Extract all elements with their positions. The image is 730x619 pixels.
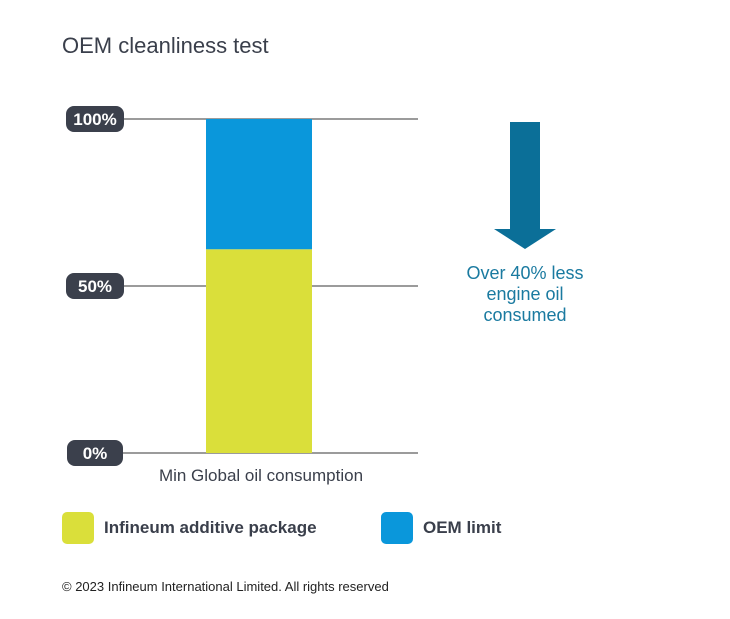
- y-tick-badge: [66, 273, 124, 299]
- legend-item-infineum: Infineum additive package: [62, 512, 317, 544]
- legend-swatch-infineum: [62, 512, 94, 544]
- down-arrow-icon: [494, 122, 556, 249]
- legend-label-infineum: Infineum additive package: [104, 518, 317, 537]
- bar-segment-oem: [206, 119, 312, 250]
- y-tick-badge: [66, 106, 124, 132]
- legend-label-oem: OEM limit: [423, 518, 502, 537]
- y-tick-badge: [67, 440, 123, 466]
- y-tick-label: 0%: [83, 444, 108, 463]
- legend-swatch-oem: [381, 512, 413, 544]
- copyright-text: © 2023 Infineum International Limited. A…: [62, 579, 389, 594]
- y-ticks: 0% 50% 100%: [66, 106, 124, 466]
- bars: [206, 119, 312, 453]
- y-tick: 100%: [66, 106, 124, 132]
- y-tick: 0%: [67, 440, 123, 466]
- legend-item-oem: OEM limit: [381, 512, 501, 544]
- category-labels: Min Global oil consumption: [159, 466, 363, 485]
- x-category-label: Min Global oil consumption: [159, 466, 363, 485]
- chart-title: OEM cleanliness test: [62, 33, 269, 58]
- annotation-note: Over 40% less engine oil consumed: [466, 263, 584, 325]
- bar-segment-infineum: [206, 249, 312, 453]
- y-tick-label: 50%: [78, 277, 112, 296]
- y-tick: 50%: [66, 273, 124, 299]
- y-tick-label: 100%: [73, 110, 116, 129]
